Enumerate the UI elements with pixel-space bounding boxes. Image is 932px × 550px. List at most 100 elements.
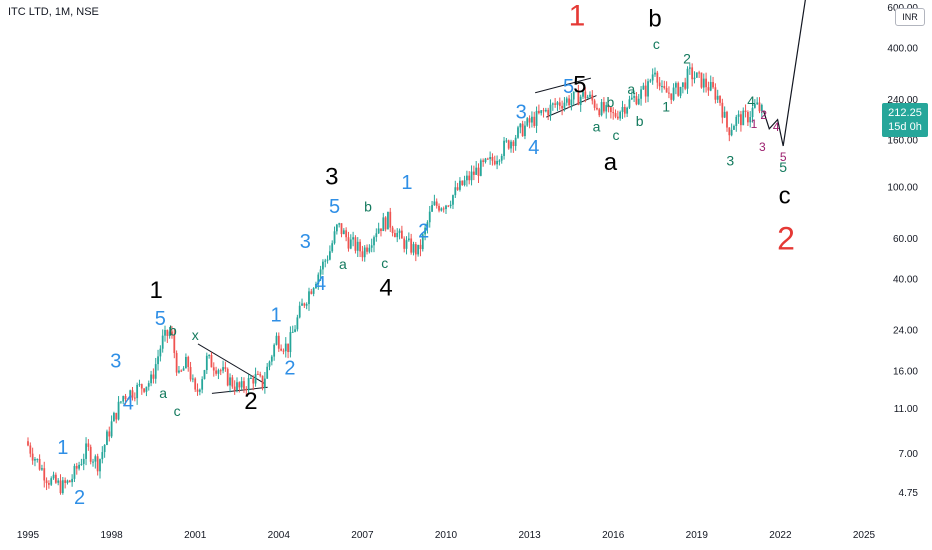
candle-body (445, 205, 447, 210)
time-tick-label: 2025 (853, 530, 876, 541)
wave-label: 5 (155, 308, 166, 330)
candle-body (442, 208, 445, 210)
candle-body (730, 129, 733, 136)
candle-body (94, 456, 97, 462)
candle-body (175, 353, 178, 373)
candle-body (145, 386, 148, 392)
candle-body (59, 480, 62, 494)
candle-body (400, 230, 403, 239)
wave-label: 4 (773, 120, 780, 134)
candle-body (496, 161, 498, 165)
candle-body (247, 378, 250, 391)
candle-body (108, 431, 111, 437)
candle-body (391, 227, 394, 234)
symbol-title: ITC LTD, 1M, NSE (8, 6, 99, 18)
candle-body (266, 366, 269, 379)
currency-badge[interactable]: INR (895, 8, 925, 26)
candle-body (637, 98, 640, 105)
candle-body (681, 82, 684, 87)
wave-label: 1 (662, 98, 670, 114)
candle-body (433, 201, 436, 206)
candle-body (71, 478, 74, 483)
time-tick-label: 2001 (184, 530, 207, 541)
candle-body (514, 137, 517, 147)
candle-body (742, 110, 745, 126)
candle-body (370, 245, 373, 248)
candle-body (147, 383, 150, 387)
candle-body (493, 160, 496, 165)
time-tick-label: 1995 (17, 530, 40, 541)
candle-body (623, 106, 626, 114)
candle-body (414, 244, 417, 255)
candle-body (630, 97, 633, 100)
candle-body (245, 388, 248, 391)
candle-body (366, 247, 368, 252)
candle-body (547, 109, 550, 116)
candle-body (537, 110, 540, 114)
candle-body (161, 335, 164, 349)
candle-body (477, 167, 480, 176)
candle-body (405, 240, 408, 249)
candle-body (735, 116, 738, 126)
candle-body (579, 96, 582, 106)
candle-body (456, 187, 459, 190)
candle-body (649, 80, 652, 82)
candle-body (452, 195, 454, 205)
candle-body (486, 158, 489, 160)
price-tick-label: 60.00 (893, 234, 918, 245)
candle-body (575, 90, 577, 92)
candle-body (377, 228, 380, 234)
candle-body (449, 204, 452, 207)
candle-body (658, 82, 661, 87)
time-tick-label: 1998 (100, 530, 123, 541)
candle-body (373, 237, 375, 246)
wave-label: 2 (683, 50, 691, 66)
candle-body (407, 238, 410, 241)
candle-body (719, 95, 721, 103)
candle-body (215, 370, 217, 374)
candle-body (749, 117, 752, 123)
candle-body (616, 116, 619, 119)
candle-body (29, 445, 32, 454)
candle-body (78, 464, 80, 469)
candle-body (424, 227, 426, 235)
candle-body (398, 230, 401, 233)
candle-body (740, 114, 742, 126)
candle-body (558, 102, 561, 106)
candle-body (296, 317, 299, 330)
candle-body (431, 205, 433, 212)
candle-body (403, 238, 406, 249)
candle-body (519, 123, 522, 128)
last-price-tag: 212.25 15d 0h (882, 103, 928, 137)
wave-label: 1 (270, 304, 281, 326)
candle-body (226, 368, 229, 386)
candle-body (233, 386, 236, 391)
candle-body (254, 373, 257, 384)
candle-body (459, 180, 461, 190)
candle-body (349, 239, 352, 249)
candle-body (544, 109, 547, 112)
time-tick-label: 2022 (769, 530, 792, 541)
candle-body (27, 441, 29, 446)
price-axis: 600.00400.00240.00160.00100.0060.0040.00… (887, 3, 918, 499)
candle-body (421, 234, 424, 250)
candle-body (375, 233, 378, 238)
candle-body (521, 123, 524, 137)
candle-body (707, 87, 710, 91)
candle-body (133, 397, 136, 399)
candle-body (196, 389, 199, 392)
wave-label: a (159, 385, 167, 401)
candle-body (154, 364, 157, 379)
wave-label: 4 (379, 274, 392, 301)
candle-body (686, 68, 689, 89)
candle-body (143, 388, 146, 392)
candle-body (338, 223, 341, 225)
candle-body (419, 244, 422, 250)
candle-body (396, 232, 399, 238)
candle-body (753, 104, 756, 108)
wave-label: 2 (777, 221, 795, 257)
candle-body (644, 85, 647, 97)
price-tick-label: 100.00 (887, 183, 918, 194)
candle-body (654, 72, 656, 75)
